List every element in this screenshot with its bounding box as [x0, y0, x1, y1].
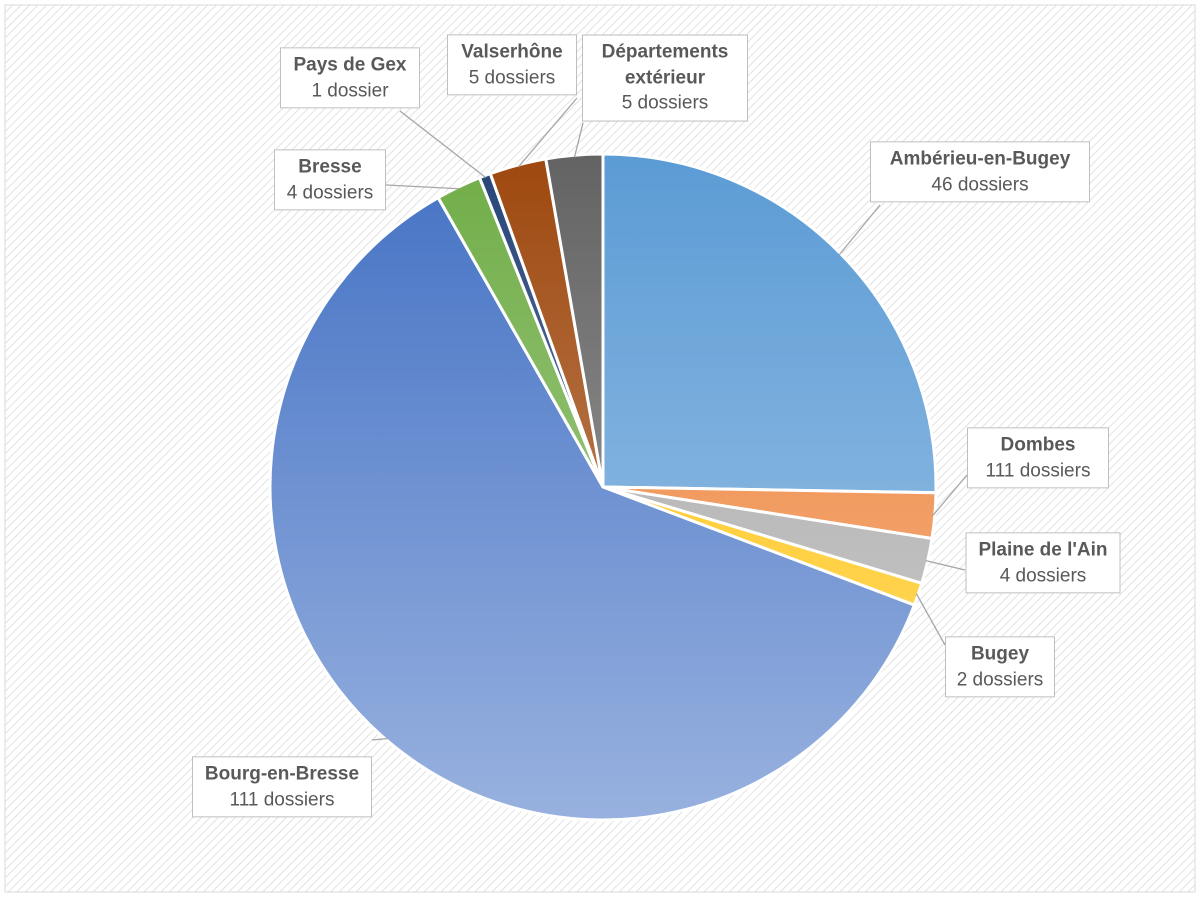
- label-value: 111 dossiers: [229, 789, 335, 810]
- label-name: Plaine de l'Ain: [978, 539, 1108, 561]
- label-value: 1 dossier: [311, 80, 389, 101]
- data-label: Bugey 2 dossiers: [945, 636, 1055, 698]
- label-name: Départements extérieur: [601, 41, 729, 89]
- data-label: Valserhône 5 dossiers: [447, 34, 577, 96]
- leader-line: [915, 593, 946, 646]
- label-value: 4 dossiers: [999, 565, 1087, 586]
- label-name: Ambérieu-en-Bugey: [889, 148, 1071, 170]
- leader-line: [838, 204, 881, 256]
- label-name: Valserhône: [461, 41, 563, 63]
- label-value: 46 dossiers: [931, 174, 1029, 195]
- data-label: Dombes 111 dossiers: [967, 427, 1109, 489]
- label-value: 2 dossiers: [956, 669, 1044, 690]
- data-label: Bresse 4 dossiers: [274, 149, 386, 211]
- data-label: Bourg-en-Bresse 111 dossiers: [192, 756, 372, 818]
- label-name: Dombes: [1000, 434, 1076, 456]
- pie-slice: [268, 195, 917, 822]
- label-value: 4 dossiers: [286, 182, 374, 203]
- label-name: Bugey: [970, 643, 1030, 665]
- label-name: Pays de Gex: [293, 54, 407, 76]
- data-label: Ambérieu-en-Bugey 46 dossiers: [870, 141, 1090, 203]
- label-value: 5 dossiers: [468, 67, 556, 88]
- leader-line: [932, 474, 968, 516]
- label-name: Bourg-en-Bresse: [204, 763, 360, 785]
- data-label: Pays de Gex 1 dossier: [280, 47, 420, 109]
- data-label: Plaine de l'Ain 4 dossiers: [965, 532, 1121, 594]
- label-value: 111 dossiers: [985, 460, 1091, 481]
- leader-line: [517, 97, 578, 168]
- data-label: Départements extérieur 5 dossiers: [582, 34, 748, 122]
- leader-line: [399, 110, 487, 179]
- leader-line: [371, 737, 388, 741]
- leader-line: [385, 184, 460, 190]
- leader-line: [573, 122, 584, 158]
- leader-line: [925, 560, 966, 571]
- label-value: 5 dossiers: [621, 92, 709, 114]
- label-name: Bresse: [298, 156, 362, 178]
